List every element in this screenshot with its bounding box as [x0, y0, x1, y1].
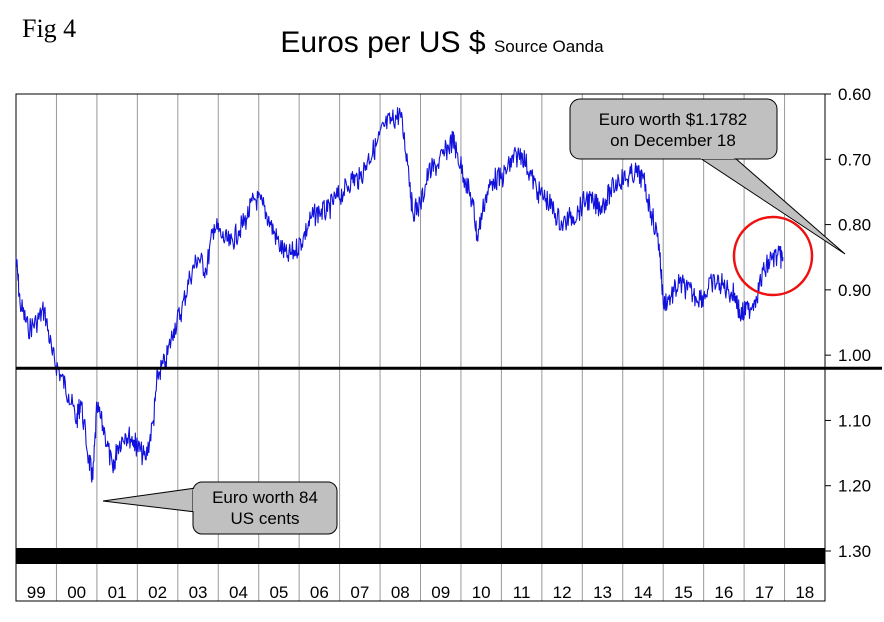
series-line: [15, 107, 784, 483]
x-tick-label: 16: [714, 583, 733, 602]
vertical-gridlines: [55, 94, 786, 601]
x-tick-label: 04: [229, 583, 248, 602]
y-tick-label: 0.80: [838, 216, 871, 235]
x-tick-label: 12: [553, 583, 572, 602]
callout-pointer: [698, 157, 846, 255]
annotation-text: on December 18: [610, 131, 736, 150]
annotation-text: US cents: [231, 509, 300, 528]
x-tick-label: 18: [795, 583, 814, 602]
x-tick-label: 14: [634, 583, 653, 602]
bottom-black-band: [16, 548, 825, 564]
x-axis-ticks: 99 00 01 02 03 04 05 06 07 08 09 10 11 12 13 14 15 16 17 18: [27, 583, 814, 602]
x-tick-label: 01: [108, 583, 127, 602]
x-tick-label: 08: [391, 583, 410, 602]
y-tick-label: 1.10: [838, 411, 871, 430]
x-tick-label: 07: [350, 583, 369, 602]
y-tick-label: 0.70: [838, 150, 871, 169]
annotation-text: Euro worth $1.1782: [599, 110, 747, 129]
x-tick-label: 99: [27, 583, 46, 602]
x-tick-label: 17: [755, 583, 774, 602]
x-tick-label: 09: [431, 583, 450, 602]
chart-title-block: Euros per US $ Source Oanda: [0, 26, 884, 60]
x-tick-label: 05: [269, 583, 288, 602]
x-tick-label: 10: [472, 583, 491, 602]
chart-title: Euros per US $: [280, 26, 486, 59]
annotation-text: Euro worth 84: [212, 488, 318, 507]
figure-label: Fig 4: [22, 14, 77, 43]
y-tick-label: 0.90: [838, 281, 871, 300]
annotations: Euro worth $1.1782 on December 18 Euro wor…: [102, 98, 846, 535]
callout-pointer: [102, 487, 197, 513]
x-tick-label: 11: [513, 583, 531, 602]
series-group: [15, 107, 784, 483]
y-tick-label: 0.60: [838, 85, 871, 104]
y-tick-label: 1.20: [838, 477, 871, 496]
chart-subtitle: Source Oanda: [493, 37, 604, 56]
y-tick-label: 1.00: [838, 346, 871, 365]
y-axis-ticks: 0.60 0.70 0.80 0.90 1.00 1.10 1.20 1.30: [825, 85, 871, 561]
x-tick-label: 02: [148, 583, 167, 602]
x-tick-label: 03: [189, 583, 208, 602]
plot-frame: [15, 93, 826, 602]
callout-box: [569, 98, 778, 160]
x-tick-label: 00: [67, 583, 86, 602]
x-tick-label: 13: [593, 583, 612, 602]
y-tick-label: 1.30: [838, 542, 871, 561]
x-tick-label: 06: [310, 583, 329, 602]
x-tick-label: 15: [674, 583, 693, 602]
highlight-circle: [732, 215, 814, 297]
